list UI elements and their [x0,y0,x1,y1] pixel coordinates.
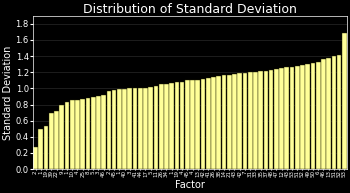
Bar [54,111,59,169]
Bar [101,95,106,169]
Bar [96,96,101,169]
Bar [133,88,138,169]
Bar [264,71,268,169]
Bar [216,76,221,169]
Bar [290,67,294,169]
Bar [33,147,38,169]
Bar [222,75,226,169]
Bar [122,89,127,169]
Bar [321,59,326,169]
Bar [138,88,142,169]
Bar [127,88,132,169]
Bar [175,82,179,169]
Bar [44,126,48,169]
Bar [65,102,69,169]
Bar [112,90,117,169]
Bar [295,66,300,169]
X-axis label: Factor: Factor [175,180,205,190]
Bar [316,62,321,169]
Bar [253,72,258,169]
Bar [201,79,205,169]
Bar [232,74,237,169]
Bar [243,73,247,169]
Bar [169,83,174,169]
Bar [148,87,153,169]
Bar [164,84,169,169]
Y-axis label: Standard Deviation: Standard Deviation [3,45,13,140]
Bar [258,71,263,169]
Bar [38,129,43,169]
Bar [337,54,342,169]
Bar [70,101,75,169]
Bar [106,91,111,169]
Bar [211,77,216,169]
Bar [227,75,232,169]
Bar [117,89,122,169]
Bar [274,69,279,169]
Bar [91,97,96,169]
Bar [279,68,284,169]
Bar [60,105,64,169]
Bar [159,84,163,169]
Bar [143,88,148,169]
Bar [269,70,273,169]
Bar [154,86,158,169]
Bar [326,58,331,169]
Bar [310,63,315,169]
Bar [306,64,310,169]
Bar [331,56,336,169]
Bar [180,82,184,169]
Bar [300,65,305,169]
Bar [237,73,242,169]
Bar [85,98,90,169]
Bar [342,33,347,169]
Bar [190,80,195,169]
Bar [206,78,211,169]
Bar [248,72,252,169]
Bar [49,113,54,169]
Bar [285,67,289,169]
Bar [185,80,190,169]
Title: Distribution of Standard Deviation: Distribution of Standard Deviation [83,3,297,16]
Bar [195,80,200,169]
Bar [80,99,85,169]
Bar [75,101,80,169]
